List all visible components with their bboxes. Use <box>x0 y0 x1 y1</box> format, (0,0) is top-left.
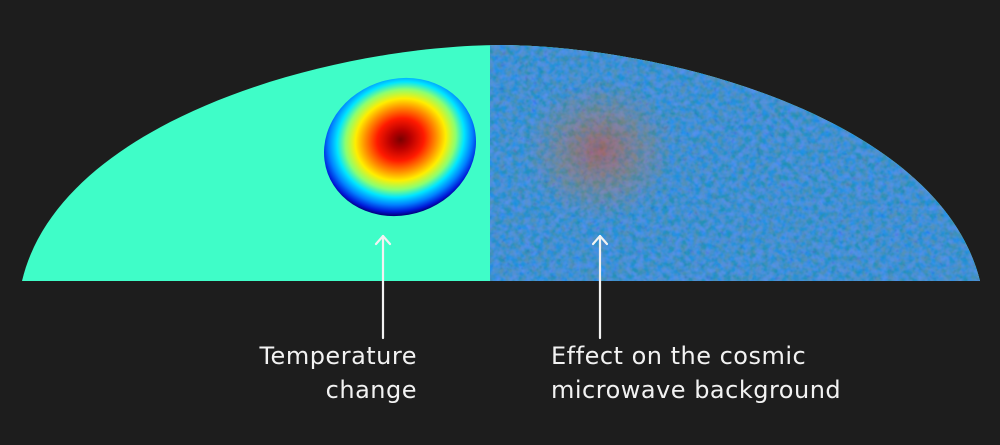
arrow-temperature <box>374 234 392 340</box>
right-label-line2: microwave background <box>551 376 842 404</box>
left-label-line2: change <box>325 376 417 404</box>
temperature-change-label: Temperature change <box>259 339 417 407</box>
cmb-map <box>490 45 980 281</box>
arrow-cmb <box>591 234 609 340</box>
sky-dome <box>22 45 980 281</box>
right-label-line1: Effect on the cosmic <box>551 342 807 370</box>
cmb-effect-label: Effect on the cosmic microwave backgroun… <box>551 339 841 407</box>
left-label-line1: Temperature <box>259 342 417 370</box>
temperature-hotspot <box>323 77 477 217</box>
